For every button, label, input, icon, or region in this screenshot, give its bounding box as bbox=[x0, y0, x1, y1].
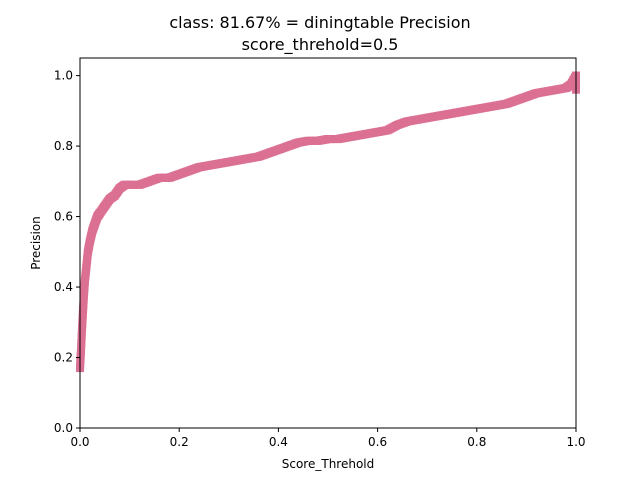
y-tick-label: 0.2 bbox=[54, 351, 73, 365]
axis-ticks: 0.0 0.2 0.4 0.6 0.8 1.0 0.0 0.2 0.4 0.6 0.8 1.0 bbox=[54, 69, 586, 449]
y-tick-label: 0.8 bbox=[54, 139, 73, 153]
x-axis-label: Score_Threhold bbox=[282, 457, 375, 471]
x-tick-label: 0.8 bbox=[467, 435, 486, 449]
x-tick-label: 0.0 bbox=[70, 435, 89, 449]
x-tick-label: 0.2 bbox=[170, 435, 189, 449]
chart-title-line2: score_threhold=0.5 bbox=[242, 35, 399, 55]
x-tick-label: 1.0 bbox=[566, 435, 585, 449]
data-points bbox=[76, 71, 580, 373]
x-tick-label: 0.4 bbox=[269, 435, 288, 449]
y-axis-label: Precision bbox=[29, 216, 43, 270]
plot-frame bbox=[79, 57, 577, 429]
y-tick-label: 0.0 bbox=[54, 421, 73, 435]
chart-title-line1: class: 81.67% = diningtable Precision bbox=[169, 13, 470, 32]
y-tick-label: 0.4 bbox=[54, 280, 73, 294]
y-tick-label: 0.6 bbox=[54, 210, 73, 224]
y-tick-label: 1.0 bbox=[54, 69, 73, 83]
x-tick-label: 0.6 bbox=[368, 435, 387, 449]
